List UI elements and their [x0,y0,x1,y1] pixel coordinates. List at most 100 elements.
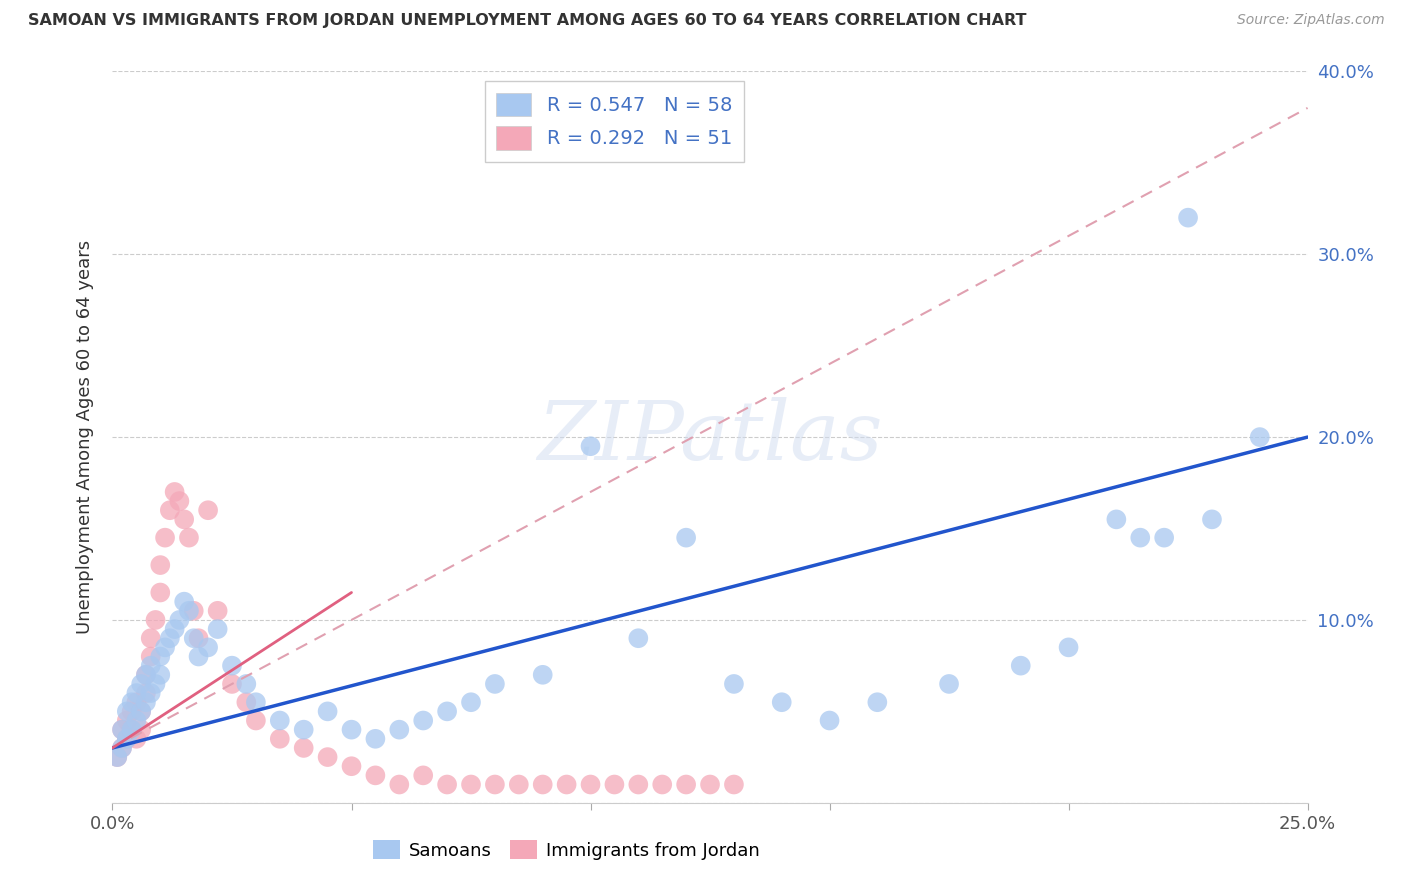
Y-axis label: Unemployment Among Ages 60 to 64 years: Unemployment Among Ages 60 to 64 years [76,240,94,634]
Point [1153,531,1175,545]
Point [111,740,134,755]
Point [139,658,162,673]
Point [866,695,889,709]
Point [699,777,721,792]
Point [818,714,841,728]
Point [340,723,363,737]
Point [412,768,434,782]
Point [235,677,257,691]
Point [115,731,138,746]
Point [135,667,157,681]
Point [555,777,578,792]
Point [105,750,128,764]
Point [163,485,186,500]
Point [316,750,339,764]
Text: SAMOAN VS IMMIGRANTS FROM JORDAN UNEMPLOYMENT AMONG AGES 60 TO 64 YEARS CORRELAT: SAMOAN VS IMMIGRANTS FROM JORDAN UNEMPLO… [28,13,1026,29]
Point [139,686,162,700]
Point [627,777,650,792]
Point [675,531,697,545]
Point [129,705,152,719]
Point [1177,211,1199,225]
Legend: Samoans, Immigrants from Jordan: Samoans, Immigrants from Jordan [366,833,768,867]
Point [121,723,143,737]
Point [531,667,554,681]
Point [111,723,134,737]
Point [111,740,134,755]
Point [159,503,181,517]
Point [129,677,152,691]
Point [316,705,339,719]
Point [651,777,673,792]
Point [245,714,267,728]
Point [125,714,148,728]
Point [163,622,186,636]
Point [111,723,134,737]
Point [153,531,176,545]
Point [627,632,650,646]
Point [135,667,157,681]
Point [187,649,209,664]
Point [207,622,229,636]
Point [770,695,793,709]
Point [173,594,195,608]
Point [121,723,143,737]
Point [460,777,482,792]
Point [207,604,229,618]
Point [484,677,506,691]
Point [412,714,434,728]
Text: ZIPatlas: ZIPatlas [537,397,883,477]
Point [221,658,243,673]
Point [121,705,143,719]
Text: Source: ZipAtlas.com: Source: ZipAtlas.com [1237,13,1385,28]
Point [125,731,148,746]
Point [723,677,745,691]
Point [149,558,172,573]
Point [292,723,315,737]
Point [1105,512,1128,526]
Point [269,731,291,746]
Point [436,777,458,792]
Point [105,750,128,764]
Point [135,686,157,700]
Point [145,613,167,627]
Point [183,604,205,618]
Point [177,531,200,545]
Point [135,695,157,709]
Point [129,723,152,737]
Point [603,777,626,792]
Point [183,632,205,646]
Point [177,604,200,618]
Point [1201,512,1223,526]
Point [675,777,697,792]
Point [115,731,138,746]
Point [364,768,387,782]
Point [159,632,181,646]
Point [187,632,209,646]
Point [149,667,172,681]
Point [235,695,257,709]
Point [508,777,530,792]
Point [1057,640,1080,655]
Point [125,695,148,709]
Point [579,777,602,792]
Point [169,494,191,508]
Point [125,686,148,700]
Point [145,677,167,691]
Point [221,677,243,691]
Point [149,585,172,599]
Point [340,759,363,773]
Point [1010,658,1032,673]
Point [173,512,195,526]
Point [1129,531,1152,545]
Point [388,723,411,737]
Point [169,613,191,627]
Point [460,695,482,709]
Point [115,714,138,728]
Point [484,777,506,792]
Point [436,705,458,719]
Point [364,731,387,746]
Point [579,439,602,453]
Point [139,632,162,646]
Point [292,740,315,755]
Point [115,705,138,719]
